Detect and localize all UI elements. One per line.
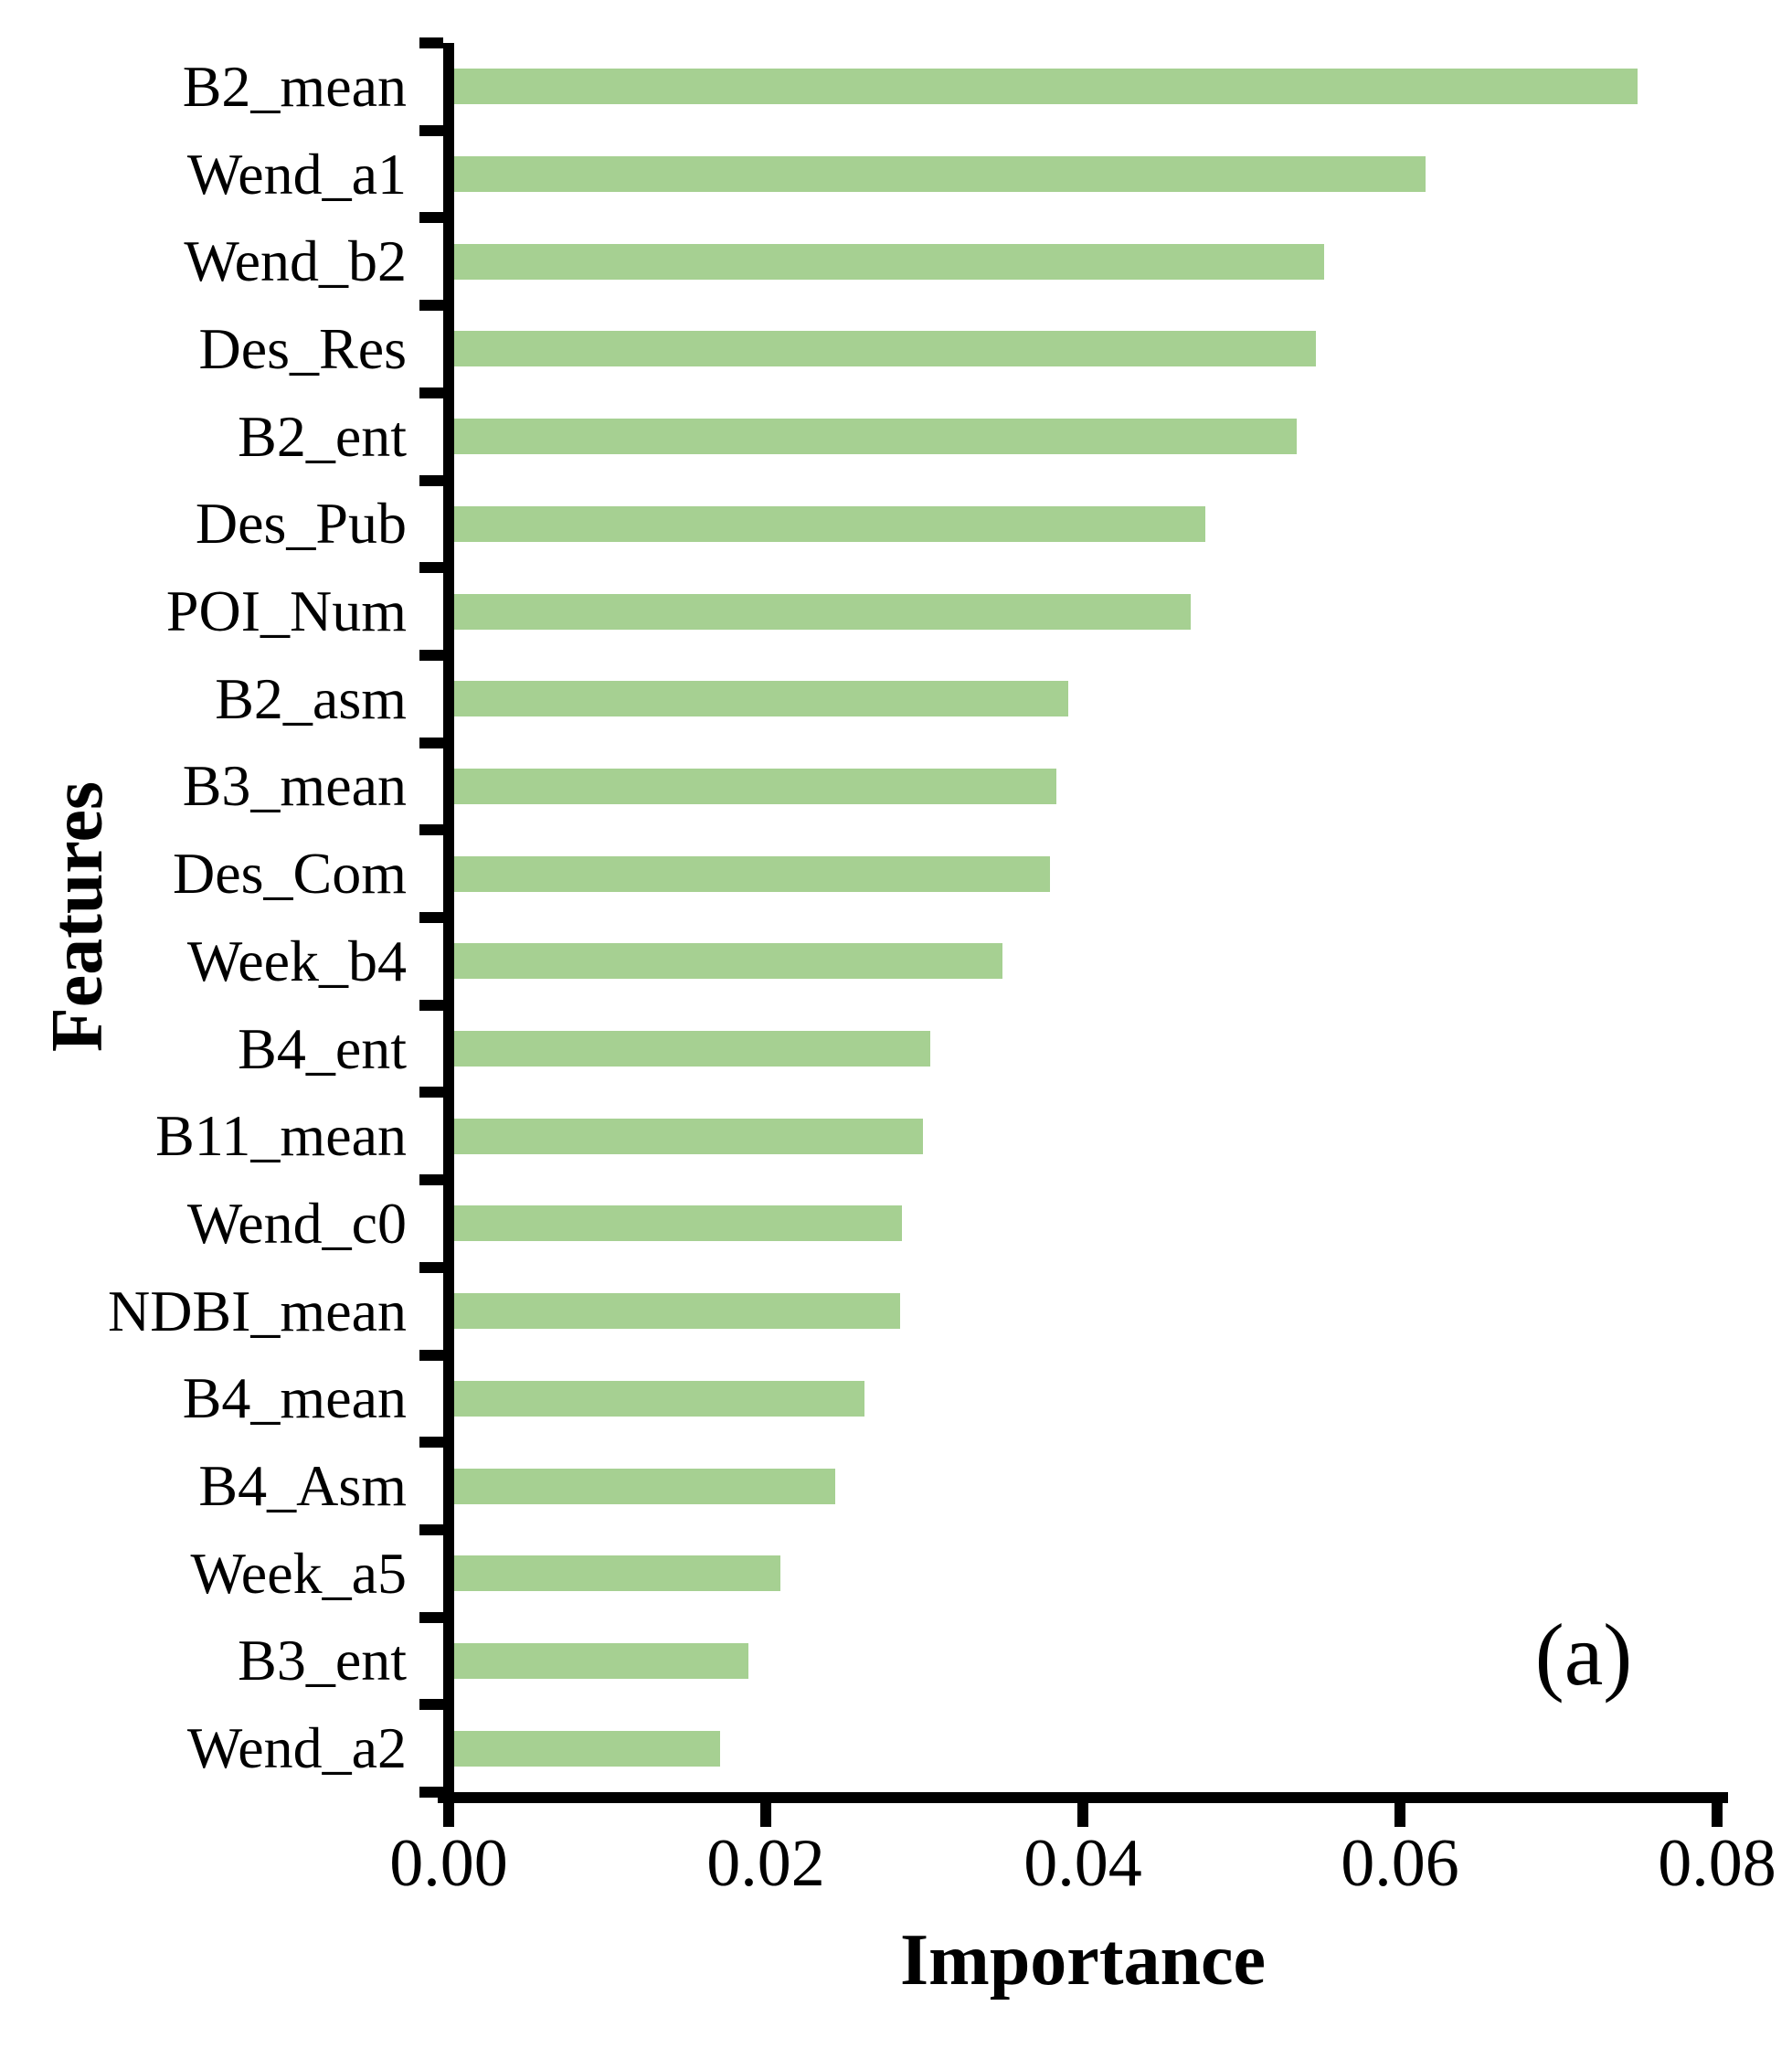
bar-Wend_b2 — [454, 243, 1324, 280]
x-tick-mark — [760, 1803, 771, 1827]
x-tick-label: 0.00 — [389, 1826, 508, 1901]
y-axis-line — [443, 43, 454, 1803]
x-tick-label: 0.02 — [706, 1826, 825, 1901]
y-tick-mark — [419, 1699, 443, 1711]
category-label-B2_ent: B2_ent — [238, 403, 407, 469]
y-tick-mark — [419, 562, 443, 574]
y-tick-mark — [419, 37, 443, 48]
y-axis-title: Features — [37, 780, 118, 1053]
y-tick-mark — [419, 912, 443, 923]
x-tick-mark — [1077, 1803, 1088, 1827]
bar-Des_Com — [454, 855, 1050, 892]
category-label-Wend_c0: Wend_c0 — [186, 1190, 407, 1256]
category-label-Des_Pub: Des_Pub — [195, 491, 407, 557]
x-tick-mark — [1394, 1803, 1405, 1827]
y-tick-mark — [419, 1174, 443, 1186]
bar-B11_mean — [454, 1118, 923, 1154]
bar-B2_ent — [454, 419, 1298, 455]
category-label-B4_mean: B4_mean — [182, 1365, 407, 1431]
y-tick-mark — [419, 1261, 443, 1273]
panel-label: (a) — [1534, 1606, 1633, 1703]
bar-Des_Pub — [454, 505, 1205, 542]
category-label-B11_mean: B11_mean — [155, 1103, 407, 1169]
y-tick-mark — [419, 1523, 443, 1535]
y-tick-mark — [419, 1087, 443, 1098]
category-label-B3_ent: B3_ent — [238, 1628, 407, 1693]
x-tick-mark — [443, 1803, 454, 1827]
category-label-Wend_a1: Wend_a1 — [186, 141, 407, 207]
category-label-Week_b4: Week_b4 — [186, 928, 407, 993]
bar-Week_a5 — [454, 1555, 780, 1592]
category-label-POI_Num: POI_Num — [165, 578, 407, 644]
y-tick-mark — [419, 1437, 443, 1449]
bar-B2_asm — [454, 681, 1069, 717]
y-tick-mark — [419, 1349, 443, 1361]
bar-Wend_a2 — [454, 1730, 720, 1767]
bar-POI_Num — [454, 593, 1191, 630]
y-tick-mark — [419, 212, 443, 224]
y-tick-mark — [419, 649, 443, 661]
bar-B2_mean — [454, 69, 1638, 105]
category-label-Des_Com: Des_Com — [173, 841, 407, 907]
category-label-B4_ent: B4_ent — [238, 1015, 407, 1081]
category-label-B4_Asm: B4_Asm — [198, 1453, 407, 1519]
x-tick-mark — [1712, 1803, 1723, 1827]
x-tick-label: 0.06 — [1341, 1826, 1459, 1901]
category-label-Wend_a2: Wend_a2 — [186, 1715, 407, 1781]
category-label-B3_mean: B3_mean — [182, 753, 407, 819]
bar-B3_ent — [454, 1642, 748, 1679]
x-axis-title: Importance — [900, 1920, 1266, 2001]
bar-Wend_c0 — [454, 1205, 903, 1242]
x-tick-label: 0.04 — [1023, 1826, 1142, 1901]
y-tick-mark — [419, 300, 443, 312]
category-label-Week_a5: Week_a5 — [190, 1540, 408, 1606]
category-label-B2_asm: B2_asm — [215, 665, 407, 731]
y-tick-mark — [419, 1787, 443, 1798]
y-tick-mark — [419, 1611, 443, 1623]
y-tick-mark — [419, 124, 443, 136]
bar-Wend_a1 — [454, 156, 1426, 193]
y-tick-mark — [419, 737, 443, 748]
y-tick-mark — [419, 474, 443, 486]
bar-Week_b4 — [454, 943, 1002, 980]
y-tick-mark — [419, 824, 443, 836]
y-tick-mark — [419, 387, 443, 398]
y-tick-mark — [419, 999, 443, 1011]
x-axis-line — [438, 1792, 1728, 1803]
x-tick-label: 0.08 — [1658, 1826, 1776, 1901]
bar-B4_ent — [454, 1031, 931, 1067]
bar-B4_mean — [454, 1380, 864, 1417]
bar-B3_mean — [454, 768, 1056, 804]
category-label-B2_mean: B2_mean — [182, 53, 407, 119]
category-label-NDBI_mean: NDBI_mean — [107, 1278, 407, 1343]
bar-NDBI_mean — [454, 1293, 901, 1330]
bar-B4_Asm — [454, 1468, 836, 1504]
bar-Des_Res — [454, 331, 1317, 367]
category-label-Wend_b2: Wend_b2 — [184, 228, 407, 294]
category-label-Des_Res: Des_Res — [198, 315, 407, 381]
